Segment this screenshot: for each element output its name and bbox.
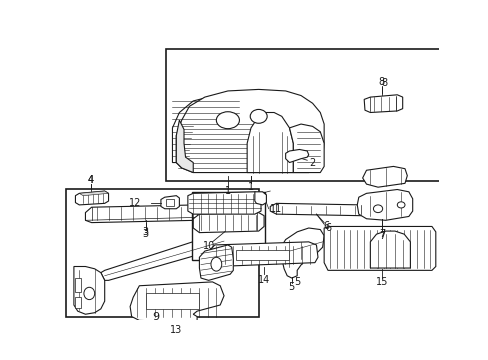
Text: 5: 5 [293,277,300,287]
Ellipse shape [373,205,382,213]
Polygon shape [279,228,324,278]
Bar [75,297,81,308]
Polygon shape [369,231,409,268]
Polygon shape [176,120,193,172]
Bar [145,293,199,309]
Text: 3: 3 [142,229,148,239]
Text: 6: 6 [323,221,329,231]
Bar [66,189,258,316]
Text: 11: 11 [270,204,282,214]
Ellipse shape [396,202,404,208]
Text: 8: 8 [378,77,384,87]
Polygon shape [176,89,324,172]
Polygon shape [270,203,366,216]
Bar [191,192,264,260]
Ellipse shape [84,287,95,300]
Polygon shape [324,226,435,270]
Polygon shape [285,149,308,163]
Polygon shape [254,192,266,205]
Text: 6: 6 [324,223,330,233]
Polygon shape [161,195,179,209]
Polygon shape [79,191,108,195]
Text: 12: 12 [129,198,142,208]
Bar [166,49,440,181]
Text: 15: 15 [375,277,387,287]
Text: 1: 1 [247,182,254,192]
Bar [166,199,174,206]
Polygon shape [187,192,261,214]
Text: 2: 2 [309,158,315,167]
Polygon shape [85,205,202,222]
Text: 9: 9 [152,311,160,321]
Bar [235,249,289,260]
Polygon shape [101,234,227,280]
Polygon shape [210,242,317,266]
Polygon shape [362,166,407,187]
Polygon shape [199,245,233,280]
Polygon shape [357,189,412,220]
Text: 13: 13 [170,325,182,336]
Bar [75,278,81,292]
Ellipse shape [250,109,266,123]
Text: 7: 7 [378,229,384,239]
Polygon shape [172,91,270,163]
Text: 10: 10 [202,241,214,251]
Polygon shape [130,282,224,322]
Ellipse shape [216,112,239,129]
Text: 5: 5 [288,282,294,292]
Polygon shape [74,266,104,314]
Polygon shape [289,124,324,172]
Text: 7: 7 [378,231,384,241]
Text: 1: 1 [224,186,230,196]
Text: 8: 8 [380,78,386,88]
Ellipse shape [210,257,221,271]
Text: 3: 3 [142,227,148,237]
Polygon shape [364,95,402,112]
Text: 14: 14 [258,275,270,285]
Polygon shape [246,112,293,172]
Polygon shape [75,191,108,205]
Polygon shape [193,213,264,233]
Text: 4: 4 [87,175,94,185]
Text: 4: 4 [87,175,94,185]
